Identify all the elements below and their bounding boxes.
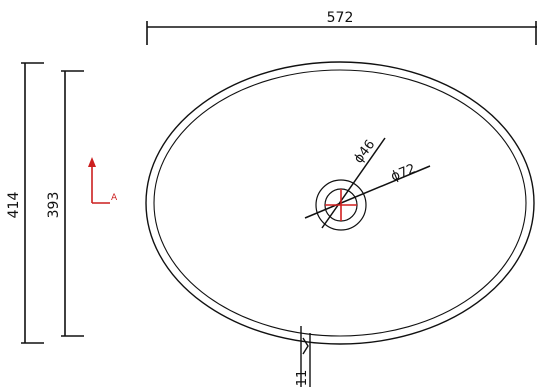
inner-height-dimension bbox=[61, 70, 84, 337]
diameter-leaders bbox=[304, 137, 431, 229]
outer-height-label: 414 bbox=[6, 192, 22, 219]
top-width-label: 572 bbox=[327, 10, 354, 26]
section-arrow-icon bbox=[88, 157, 96, 167]
drain-outer-diameter-label: ϕ72 bbox=[389, 161, 418, 184]
inner-height-label: 393 bbox=[46, 192, 62, 219]
drain-outer-circle bbox=[315, 179, 367, 231]
drain-center-mark bbox=[325, 189, 357, 221]
basin-outer-rim bbox=[145, 61, 535, 345]
section-marker bbox=[91, 162, 110, 204]
outer-height-dimension bbox=[21, 62, 44, 344]
top-width-dimension bbox=[146, 21, 537, 45]
bottom-thickness-mark bbox=[300, 326, 311, 387]
bottom-thickness-label: 11 bbox=[295, 370, 310, 387]
drain-inner-diameter-label: ϕ46 bbox=[351, 137, 378, 166]
basin-inner-rim bbox=[153, 69, 527, 337]
section-marker-label: A bbox=[111, 193, 118, 203]
